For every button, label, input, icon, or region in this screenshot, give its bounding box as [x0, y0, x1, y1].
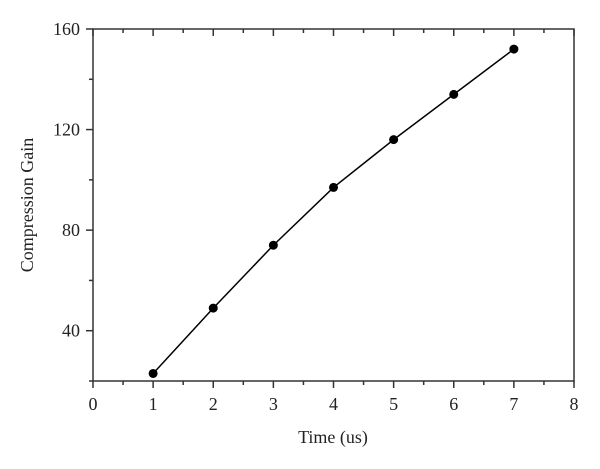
x-tick-label: 4: [329, 394, 338, 414]
y-tick-label: 160: [53, 19, 80, 39]
y-tick-label: 40: [62, 321, 80, 341]
x-tick-label: 0: [89, 394, 98, 414]
y-axis-label: Compression Gain: [17, 138, 37, 273]
data-point-marker: [449, 89, 459, 99]
x-tick-label: 8: [570, 394, 579, 414]
plot-frame: [92, 28, 575, 382]
y-tick-label: 80: [62, 220, 80, 240]
axes: 0 1 2 3 4 5 6 7 8 40 80 120 160: [53, 19, 579, 414]
data-series: [148, 44, 519, 378]
data-point-marker: [208, 303, 218, 313]
data-point-marker: [509, 44, 519, 54]
data-point-marker: [389, 135, 399, 145]
y-tick-label: 120: [53, 120, 80, 140]
x-tick-label: 2: [209, 394, 218, 414]
data-point-marker: [268, 240, 278, 250]
x-axis-label: Time (us): [298, 427, 368, 448]
x-tick-label: 7: [509, 394, 518, 414]
data-point-marker: [329, 182, 338, 192]
data-point-marker: [148, 368, 158, 378]
x-tick-label: 5: [389, 394, 398, 414]
x-tick-label: 3: [269, 394, 278, 414]
x-tick-label: 6: [449, 394, 458, 414]
series-line: [152, 48, 515, 374]
x-tick-label: 1: [149, 394, 158, 414]
